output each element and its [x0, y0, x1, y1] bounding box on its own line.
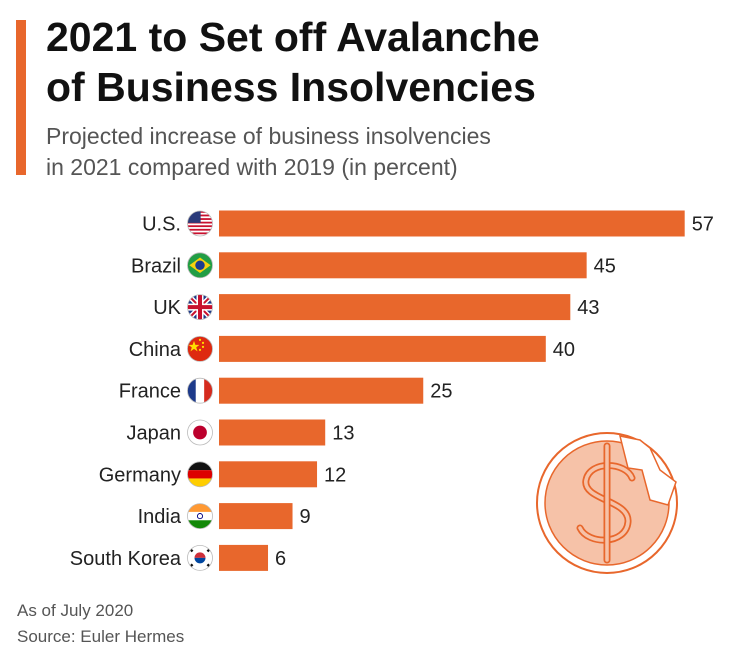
value-label-uk: 43 [577, 297, 599, 319]
title-line-1: 2021 to Set off Avalanche [46, 14, 540, 60]
cracked-coin-icon [536, 432, 678, 574]
bar-u-s [219, 210, 685, 237]
category-label-germany: Germany [99, 464, 181, 486]
category-label-brazil: Brazil [131, 255, 181, 277]
uk-flag-icon [187, 294, 213, 321]
footer: As of July 2020 Source: Euler Hermes [17, 598, 184, 650]
china-flag-icon [187, 335, 213, 362]
category-label-uk: UK [153, 297, 181, 319]
category-label-india: India [138, 506, 182, 528]
value-label-france: 25 [430, 381, 452, 403]
value-label-germany: 12 [324, 464, 346, 486]
germany-flag-icon [187, 461, 213, 488]
subtitle-line-1: Projected increase of business insolvenc… [46, 123, 491, 149]
chart-title: 2021 to Set off Avalanche of Business In… [46, 12, 716, 112]
bar-germany [219, 461, 318, 488]
value-label-japan: 13 [332, 423, 354, 445]
india-flag-icon [187, 503, 213, 529]
value-label-india: 9 [300, 506, 311, 528]
category-label-japan: Japan [127, 423, 182, 445]
value-label-u-s: 57 [692, 214, 714, 236]
value-label-south-korea: 6 [275, 548, 286, 570]
footer-source: Source: Euler Hermes [17, 627, 185, 646]
title-line-2: of Business Insolvencies [46, 64, 536, 110]
accent-bar [16, 20, 26, 175]
brazil-flag-icon [187, 252, 213, 279]
bar-japan [219, 419, 326, 446]
bar-uk [219, 294, 571, 321]
value-label-china: 40 [553, 339, 575, 361]
bar-france [219, 377, 424, 404]
category-label-south-korea: South Korea [70, 548, 182, 570]
bar-south-korea [219, 544, 269, 571]
bar-china [219, 335, 546, 362]
france-flag-icon [187, 377, 213, 404]
subtitle-line-2: in 2021 compared with 2019 (in percent) [46, 154, 458, 180]
chart-subtitle: Projected increase of business insolvenc… [46, 121, 706, 183]
category-label-u-s: U.S. [142, 214, 181, 236]
bar-brazil [219, 252, 587, 279]
category-label-china: China [129, 339, 182, 361]
south-korea-flag-icon [187, 545, 213, 571]
category-label-france: France [119, 381, 181, 403]
japan-flag-icon [187, 419, 213, 446]
bar-india [219, 503, 293, 530]
us-flag-icon [187, 210, 213, 237]
value-label-brazil: 45 [594, 255, 616, 277]
footer-note: As of July 2020 [17, 601, 134, 620]
